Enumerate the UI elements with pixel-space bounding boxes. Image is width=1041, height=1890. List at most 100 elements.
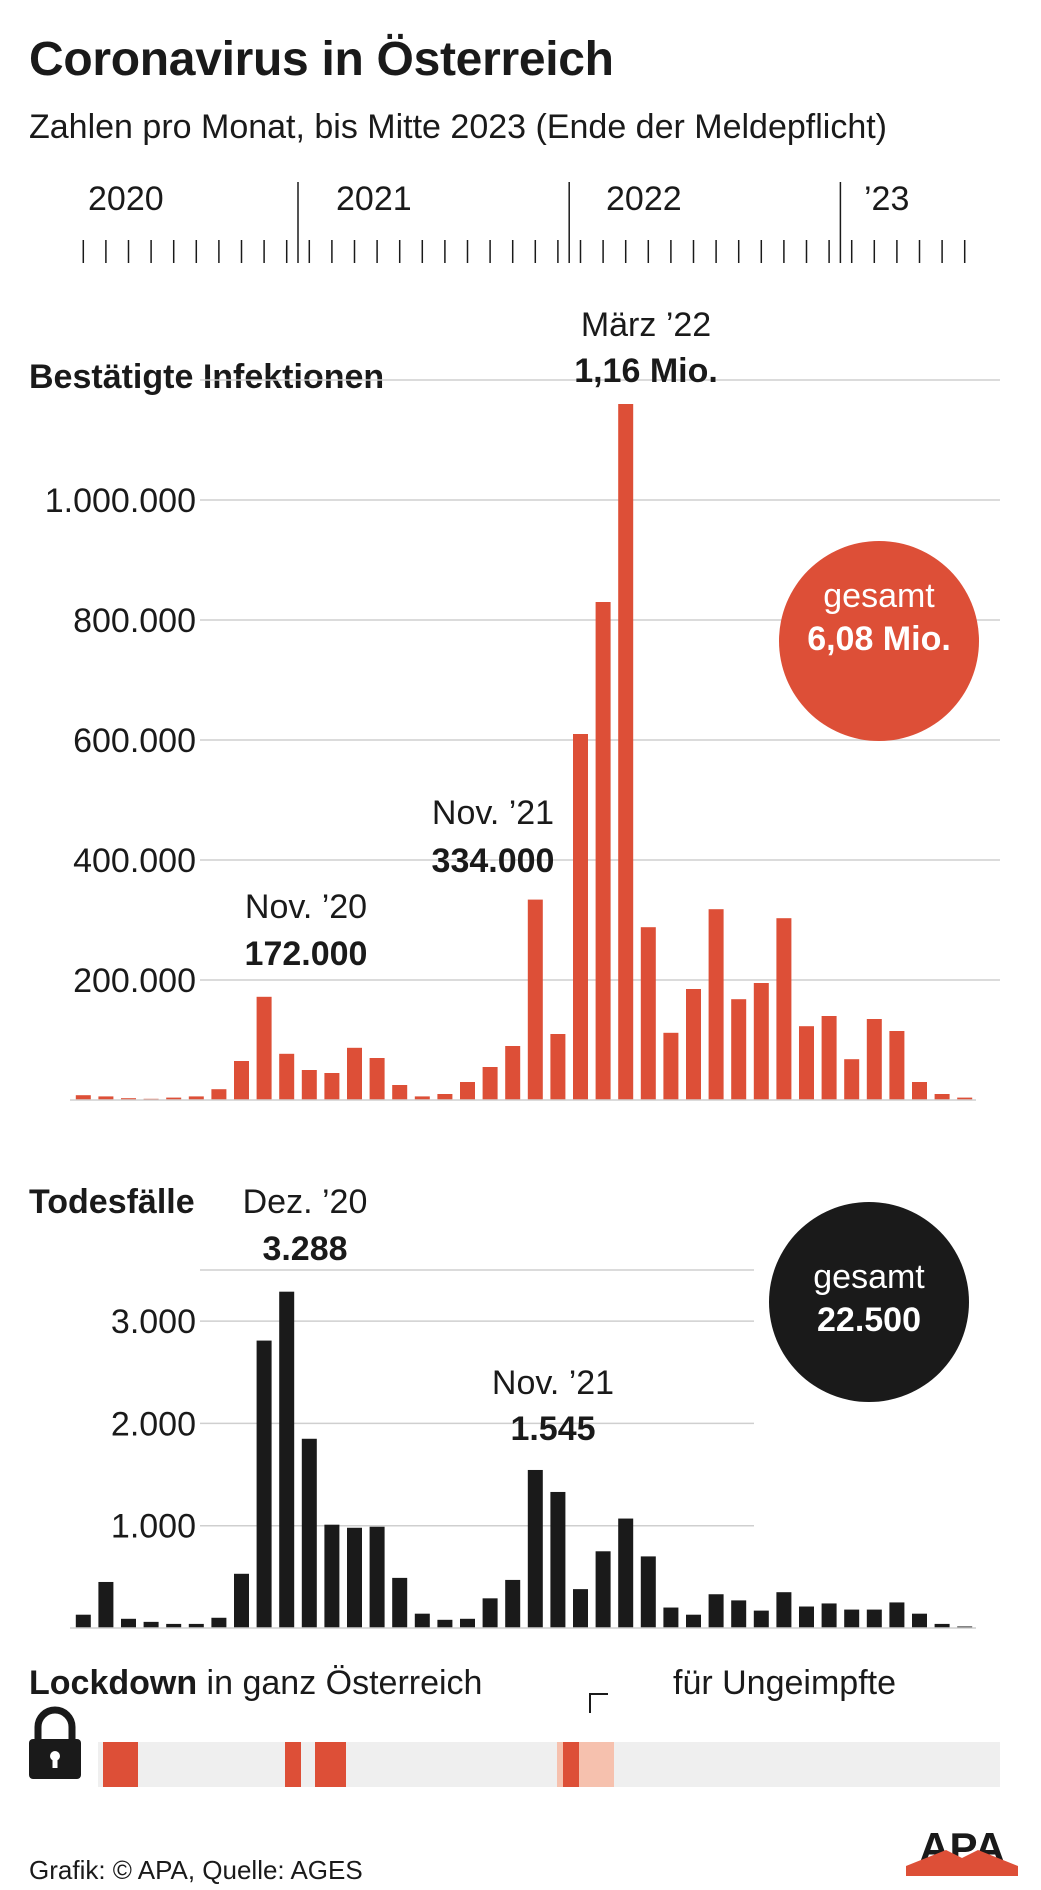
y-tick-label: 2.000 <box>111 1405 196 1443</box>
bar <box>663 1607 679 1628</box>
bar <box>573 1589 588 1628</box>
bar <box>234 1061 249 1100</box>
bar <box>369 1526 385 1628</box>
annotation-month-nov20: Nov. ’20 <box>244 888 368 926</box>
bar <box>75 1614 91 1628</box>
bar <box>686 1614 701 1628</box>
bar <box>550 1491 566 1628</box>
apa-logo: APA <box>906 1824 1018 1876</box>
bar <box>957 1626 973 1628</box>
chart-subtitle: Zahlen pro Monat, bis Mitte 2023 (Ende d… <box>29 108 888 146</box>
bar <box>505 1579 521 1628</box>
y-tick-label: 600.000 <box>73 722 196 760</box>
bar <box>121 1618 136 1628</box>
annotation-month-nov21-deaths: Nov. ’21 <box>491 1364 615 1402</box>
annotation-month-dez20: Dez. ’20 <box>242 1183 368 1221</box>
annotation-value-nov21-deaths: 1.545 <box>510 1410 596 1448</box>
bar <box>527 1469 543 1628</box>
deaths-chart-title: Todesfälle <box>29 1183 195 1221</box>
bar <box>256 996 272 1100</box>
bar <box>595 1551 611 1628</box>
bar <box>301 1438 317 1628</box>
lockdown-label-bold: Lockdown <box>29 1664 198 1702</box>
bar <box>392 1085 408 1100</box>
bar <box>799 1606 814 1628</box>
bar <box>866 1019 882 1100</box>
bar <box>211 1089 227 1100</box>
year-label-2023: ’23 <box>864 180 910 218</box>
deaths-total-badge: gesamt 22.500 <box>769 1202 969 1402</box>
bar <box>460 1618 475 1628</box>
lockdown-period <box>103 1742 138 1787</box>
annotation-value-mar22: 1,16 Mio. <box>574 352 718 390</box>
chart-title: Coronavirus in Österreich <box>29 33 614 86</box>
bar <box>640 927 656 1100</box>
y-tick-label: 200.000 <box>73 962 196 1000</box>
bar <box>573 734 588 1100</box>
source-credit: Grafik: © APA, Quelle: AGES <box>29 1855 363 1885</box>
y-tick-label: 400.000 <box>73 842 196 880</box>
y-tick-label: 3.000 <box>111 1303 196 1341</box>
annotation-value-dez20: 3.288 <box>262 1230 348 1268</box>
bar <box>166 1097 182 1100</box>
infections-total-value: 6,08 Mio. <box>807 620 951 658</box>
lockdown-unvaccinated-period <box>579 1742 614 1787</box>
bar <box>866 1609 882 1628</box>
bar <box>889 1031 905 1100</box>
bar <box>188 1096 204 1100</box>
annotation-value-nov21: 334.000 <box>431 842 555 880</box>
bar <box>347 1527 362 1628</box>
unvaccinated-bracket <box>589 1693 608 1713</box>
y-tick-label: 1.000.000 <box>45 482 196 520</box>
bar <box>912 1613 927 1628</box>
bar <box>821 1603 837 1628</box>
bar <box>957 1097 973 1100</box>
bar <box>482 1067 498 1100</box>
bar <box>460 1082 475 1100</box>
bar <box>663 1032 679 1100</box>
year-label-2022: 2022 <box>606 180 682 218</box>
bar <box>414 1613 430 1628</box>
infections-total-label: gesamt <box>823 577 935 615</box>
bar <box>889 1602 905 1628</box>
y-tick-label: 800.000 <box>73 602 196 640</box>
bar <box>595 602 611 1100</box>
bar <box>482 1598 498 1628</box>
deaths-total-label: gesamt <box>813 1258 925 1296</box>
bar <box>844 1609 860 1628</box>
bar <box>686 989 701 1100</box>
bar <box>279 1291 295 1628</box>
bar <box>527 899 543 1100</box>
lockdown-track <box>98 1742 1000 1787</box>
bar <box>708 1594 724 1628</box>
lockdown-period <box>563 1742 579 1787</box>
bar <box>98 1581 114 1628</box>
bar <box>640 1556 656 1628</box>
annotation-month-mar22: März ’22 <box>580 306 712 344</box>
bar <box>369 1058 385 1100</box>
bar <box>98 1096 114 1100</box>
bar <box>708 909 724 1100</box>
bar <box>618 1518 634 1628</box>
bar <box>324 1524 340 1628</box>
year-label-2021: 2021 <box>336 180 412 218</box>
bar <box>776 918 792 1100</box>
bar <box>550 1034 566 1100</box>
lockdown-unvaccinated-period <box>557 1742 563 1787</box>
bar <box>934 1094 950 1100</box>
bar <box>731 999 747 1100</box>
bar <box>279 1053 295 1100</box>
lockdown-period <box>315 1742 346 1787</box>
bar <box>505 1046 521 1100</box>
year-label-2020: 2020 <box>88 180 164 218</box>
lockdown-period <box>285 1742 301 1787</box>
bar <box>166 1623 182 1628</box>
bar <box>414 1096 430 1100</box>
bar <box>256 1340 272 1628</box>
infections-total-badge: gesamt 6,08 Mio. <box>779 541 979 741</box>
y-tick-label: 1.000 <box>111 1508 196 1546</box>
bar <box>731 1600 747 1628</box>
bar <box>75 1095 91 1100</box>
infections-chart-title: Bestätigte Infektionen <box>29 358 385 396</box>
